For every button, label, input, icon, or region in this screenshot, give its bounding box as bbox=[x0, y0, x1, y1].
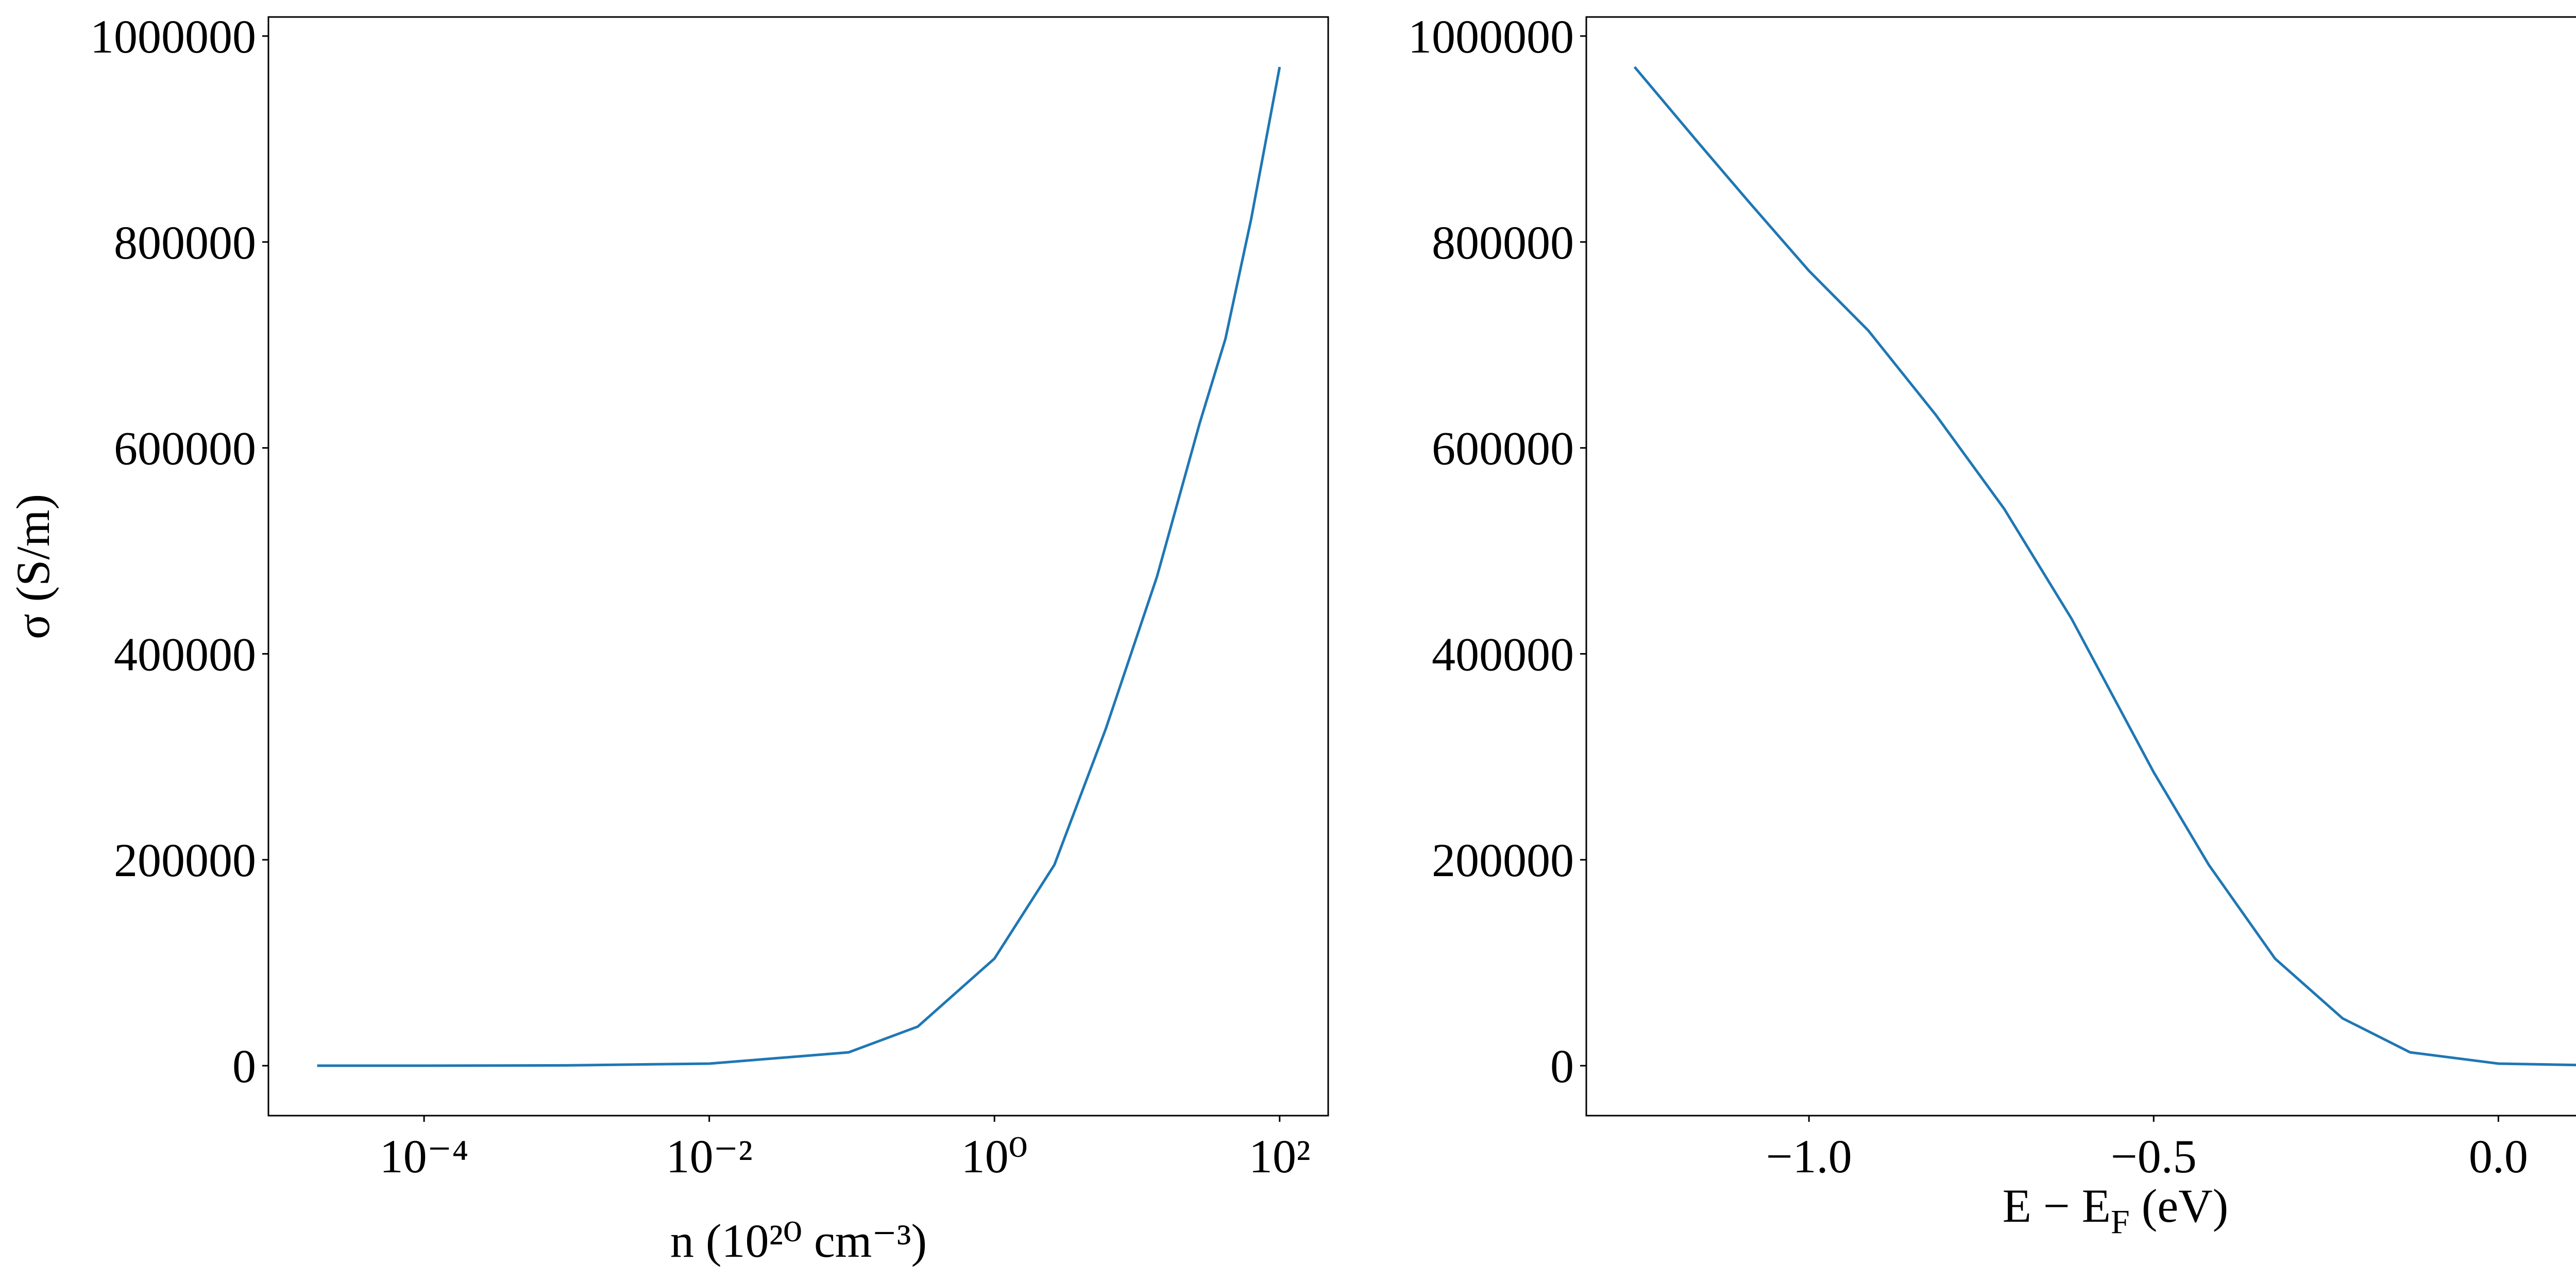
y-axis-label: σ (S/m) bbox=[7, 494, 59, 639]
x-label-main: E − E bbox=[2003, 1180, 2111, 1232]
x-tick-label: 10⁰ bbox=[961, 1130, 1028, 1183]
x-tick-label: −1.0 bbox=[1766, 1130, 1852, 1183]
x-axis-label: n (10²⁰ cm⁻³) bbox=[670, 1215, 927, 1267]
y-tick-label: 1000000 bbox=[90, 10, 256, 63]
y-tick-label: 600000 bbox=[1432, 422, 1574, 475]
y-tick-label: 0 bbox=[1550, 1040, 1574, 1092]
y-tick-label: 800000 bbox=[1432, 216, 1574, 269]
y-tick-label: 400000 bbox=[114, 628, 256, 680]
x-axis-label: E − EF (eV) bbox=[2003, 1180, 2229, 1241]
y-tick-label: 1000000 bbox=[1408, 10, 1574, 63]
x-tick-label: 10⁻⁴ bbox=[380, 1130, 469, 1183]
x-tick-label: 0.0 bbox=[2469, 1130, 2528, 1183]
axes-frame bbox=[267, 16, 1329, 1117]
y-tick-label: 600000 bbox=[114, 422, 256, 475]
data-line bbox=[317, 66, 1281, 1067]
x-tick-label: 10² bbox=[1249, 1130, 1311, 1183]
x-label-subscript: F bbox=[2111, 1203, 2130, 1241]
y-tick-label: 0 bbox=[232, 1040, 256, 1092]
x-label-rest: (eV) bbox=[2130, 1180, 2229, 1232]
data-line bbox=[1633, 66, 2576, 1067]
y-tick-label: 800000 bbox=[114, 216, 256, 269]
y-tick-label: 200000 bbox=[1432, 834, 1574, 886]
y-tick-label: 400000 bbox=[1432, 628, 1574, 680]
axes-frame bbox=[1585, 16, 2576, 1117]
x-tick-label: 10⁻² bbox=[666, 1130, 753, 1183]
x-tick-label: −0.5 bbox=[2111, 1130, 2197, 1183]
y-tick-label: 200000 bbox=[114, 834, 256, 886]
